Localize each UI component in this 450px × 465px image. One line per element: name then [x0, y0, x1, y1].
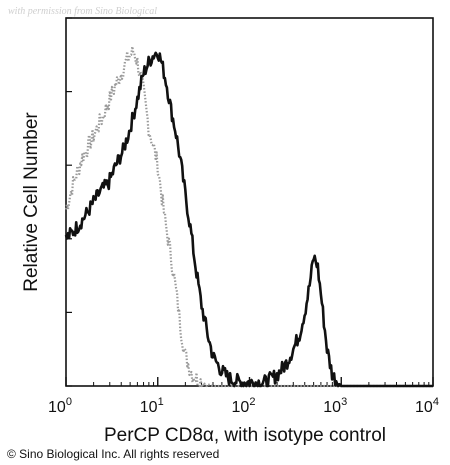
x-tick-label: 102 [232, 396, 256, 416]
x-axis-ticks: 100 101 102 103 104 [48, 377, 439, 416]
x-tick-exponent: 1 [158, 396, 164, 408]
copyright-text: © Sino Biological Inc. All rights reserv… [7, 447, 219, 461]
x-tick-label: 100 [48, 396, 72, 416]
x-tick-base: 10 [323, 399, 341, 416]
series-line-isotype [64, 45, 434, 388]
series-line-sample [64, 51, 434, 388]
series-layer [64, 45, 434, 388]
x-tick-base: 10 [415, 399, 433, 416]
y-axis-label: Relative Cell Number [21, 112, 42, 292]
x-tick-base: 10 [232, 399, 250, 416]
x-tick-base: 10 [140, 399, 158, 416]
x-tick-exponent: 3 [341, 396, 347, 408]
plot-frame [65, 17, 434, 387]
x-tick-exponent: 4 [433, 396, 439, 408]
x-tick-label: 103 [323, 396, 347, 416]
x-axis-label: PerCP CD8α, with isotype control [104, 425, 386, 446]
watermark-text: with permission from Sino Biological [8, 6, 157, 17]
x-tick-exponent: 2 [249, 396, 255, 408]
x-tick-exponent: 0 [66, 396, 72, 408]
x-tick-label: 104 [415, 396, 439, 416]
x-tick-label: 101 [140, 396, 164, 416]
x-tick-base: 10 [48, 399, 66, 416]
plot-area: 100 101 102 103 104 [48, 17, 439, 416]
